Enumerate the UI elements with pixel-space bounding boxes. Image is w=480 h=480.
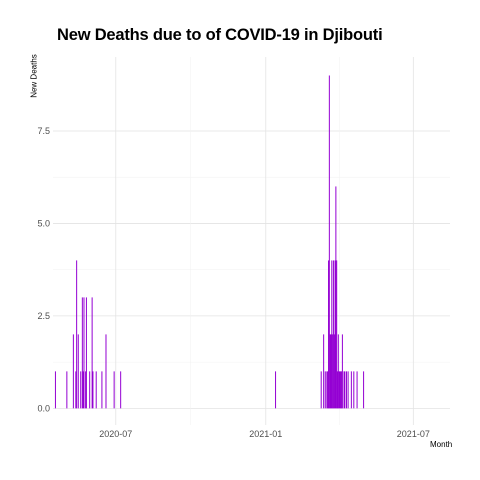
bar	[330, 334, 332, 409]
bar	[331, 260, 333, 409]
x-tick-label: 2021-07	[397, 429, 430, 439]
bar	[336, 260, 338, 409]
bar	[76, 260, 78, 409]
bar	[344, 371, 346, 409]
bar	[320, 371, 322, 409]
bar	[363, 371, 365, 409]
bar	[66, 371, 68, 409]
y-tick-labels: 0.0 2.5 5.0 7.5	[37, 126, 50, 413]
bar	[82, 371, 84, 409]
bar	[75, 371, 77, 409]
bar	[105, 334, 107, 409]
x-axis-label: Month	[430, 440, 453, 449]
x-tick-labels: 2020-07 2021-01 2021-07	[99, 429, 430, 439]
bar	[85, 297, 87, 409]
x-tick-label: 2020-07	[99, 429, 132, 439]
bar	[332, 334, 334, 409]
bar	[77, 334, 79, 409]
bar	[54, 371, 56, 409]
bar	[92, 371, 94, 409]
bar	[89, 371, 91, 409]
grid-lines	[53, 57, 450, 425]
bar	[327, 371, 329, 409]
bars	[54, 75, 365, 409]
bar	[340, 371, 342, 409]
bar	[337, 371, 339, 409]
bar	[328, 260, 330, 409]
y-tick-label: 2.5	[37, 311, 50, 321]
chart-title: New Deaths due to of COVID-19 in Djibout…	[57, 26, 383, 44]
bar	[335, 186, 337, 409]
bar	[353, 371, 355, 409]
bar	[80, 371, 82, 409]
y-tick-label: 5.0	[37, 218, 50, 228]
bar	[72, 334, 74, 409]
bar	[101, 371, 103, 409]
bar	[333, 334, 335, 409]
y-tick-label: 0.0	[37, 403, 50, 413]
bar	[347, 371, 349, 409]
bar	[326, 371, 328, 409]
y-tick-label: 7.5	[37, 126, 50, 136]
bar	[345, 371, 347, 409]
bar	[91, 297, 93, 409]
bar	[95, 371, 97, 409]
bar	[334, 260, 336, 409]
bar	[83, 297, 85, 409]
x-tick-label: 2021-01	[249, 429, 282, 439]
bar	[341, 334, 343, 409]
bar	[339, 371, 341, 409]
bar	[338, 371, 340, 409]
bar	[337, 334, 339, 409]
bar	[275, 371, 277, 409]
bar	[120, 371, 122, 409]
bar	[341, 371, 343, 409]
bar	[324, 371, 326, 409]
bar	[328, 75, 330, 409]
bar	[343, 371, 345, 409]
bar	[113, 371, 115, 409]
bar	[332, 260, 334, 409]
bar	[329, 334, 331, 409]
bar	[356, 371, 358, 409]
bar	[85, 371, 87, 409]
bar	[350, 371, 352, 409]
bar	[323, 334, 325, 409]
bar	[81, 297, 83, 409]
